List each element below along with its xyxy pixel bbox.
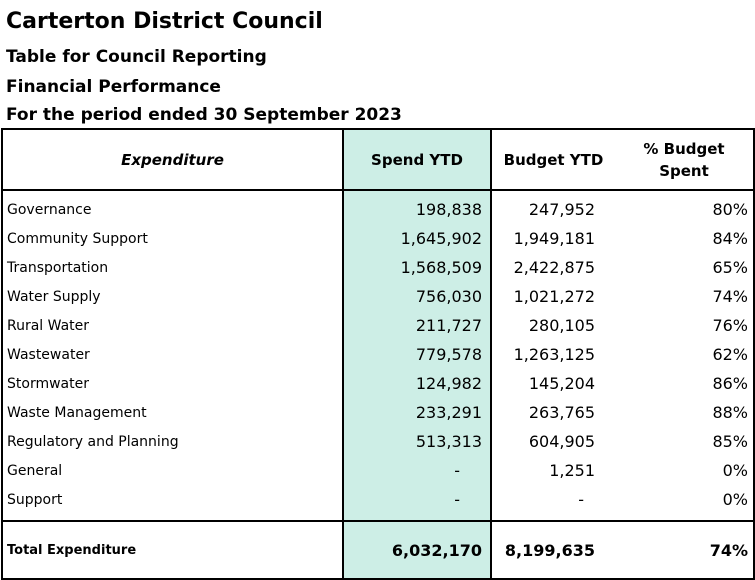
row-name: Wastewater [1,340,343,369]
row-budget: 1,021,272 [513,287,595,306]
row-pct: 86% [615,369,755,398]
table-row: Waste Management 233,291 263,765 88% [1,398,755,427]
report-subtitle: Table for Council Reporting [6,47,267,67]
row-spend: 124,982 [342,369,492,398]
row-name: General [1,456,343,485]
row-pct: 62% [615,340,755,369]
row-pct: 88% [615,398,755,427]
row-pct: 0% [615,456,755,485]
table-row: Rural Water 211,727 280,105 76% [1,311,755,340]
table-row: Community Support 1,645,902 1,949,181 84… [1,224,755,253]
total-budget: 8,199,635 [491,520,615,580]
org-title: Carterton District Council [6,9,323,34]
row-name: Governance [1,190,343,224]
row-budget: 1,949,181 [513,229,595,248]
row-pct: 80% [615,190,755,224]
table-row: Wastewater 779,578 1,263,125 62% [1,340,755,369]
table-row: General - 1,251 0% [1,456,755,485]
row-name: Rural Water [1,311,343,340]
row-spend: - [342,485,492,521]
row-spend: 756,030 [342,282,492,311]
row-name: Support [1,485,343,521]
header-row: Expenditure Spend YTD Budget YTD % Budge… [1,128,755,191]
row-budget: 280,105 [528,316,595,335]
row-pct: 65% [615,253,755,282]
row-name: Regulatory and Planning [1,427,343,456]
row-pct: 76% [615,311,755,340]
row-pct: 84% [615,224,755,253]
section-title: Financial Performance [6,77,221,97]
row-spend: 233,291 [342,398,492,427]
column-header-budget-ytd: Budget YTD [491,128,615,191]
row-budget: 1,263,125 [513,345,595,364]
row-spend: 779,578 [342,340,492,369]
row-budget: 145,204 [528,374,595,393]
row-spend: 211,727 [342,311,492,340]
row-spend: - [342,456,492,485]
column-header-spend-ytd: Spend YTD [342,128,492,191]
row-pct: 85% [615,427,755,456]
row-pct: 74% [615,282,755,311]
table-row: Water Supply 756,030 1,021,272 74% [1,282,755,311]
total-row: Total Expenditure 6,032,170 8,199,635 74… [1,520,755,580]
row-spend: 513,313 [342,427,492,456]
row-spend: 1,568,509 [342,253,492,282]
expenditure-table: Expenditure Spend YTD Budget YTD % Budge… [1,128,755,580]
row-pct: 0% [615,485,755,521]
row-name: Transportation [1,253,343,282]
table-row: Transportation 1,568,509 2,422,875 65% [1,253,755,282]
row-name: Water Supply [1,282,343,311]
row-name: Community Support [1,224,343,253]
table-row: Governance 198,838 247,952 80% [1,190,755,224]
column-header-pct-budget-spent: % Budget Spent [615,128,755,191]
period-title: For the period ended 30 September 2023 [6,105,402,125]
total-label: Total Expenditure [1,520,343,580]
row-spend: 198,838 [342,190,492,224]
row-budget: 604,905 [528,432,595,451]
row-budget: 2,422,875 [513,258,595,277]
row-budget: 247,952 [528,200,595,219]
row-name: Waste Management [1,398,343,427]
total-pct: 74% [615,520,755,580]
row-budget: - [578,490,584,509]
column-header-expenditure: Expenditure [1,128,343,191]
row-budget: 263,765 [528,403,595,422]
table-row: Support - - 0% [1,485,755,521]
row-budget: 1,251 [549,461,595,480]
row-spend: 1,645,902 [342,224,492,253]
total-spend: 6,032,170 [342,520,492,580]
table-row: Regulatory and Planning 513,313 604,905 … [1,427,755,456]
row-name: Stormwater [1,369,343,398]
table-row: Stormwater 124,982 145,204 86% [1,369,755,398]
